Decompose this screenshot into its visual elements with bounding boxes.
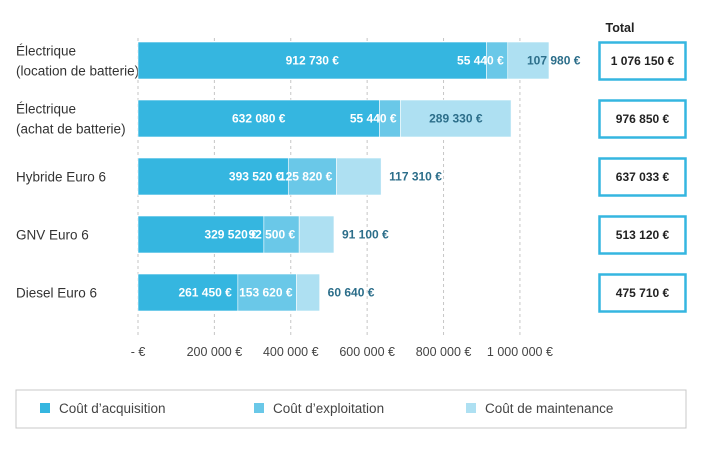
- bar-segment: [298, 215, 335, 254]
- bar-segment: [400, 99, 512, 138]
- data-label: 92 500 €: [248, 228, 295, 242]
- bar-segment: [237, 273, 297, 312]
- legend-box: [15, 389, 687, 429]
- total-value: 513 120 €: [616, 228, 670, 242]
- x-tick-label: 800 000 €: [416, 345, 472, 359]
- data-label: 289 330 €: [429, 112, 483, 126]
- category-label: Électrique: [16, 44, 76, 59]
- totals-column: Total 1 076 150 € 976 850 € 637 033 € 513 1…: [598, 21, 687, 313]
- bar-segment: [137, 157, 289, 196]
- total-box: [598, 99, 687, 139]
- bars: [137, 41, 550, 312]
- bar-segment: [263, 215, 300, 254]
- total-box: [598, 215, 687, 255]
- data-label: 117 310 €: [389, 170, 442, 184]
- x-tick-label: - €: [131, 345, 146, 359]
- total-value: 976 850 €: [616, 112, 670, 126]
- category-label: Hybride Euro 6: [16, 170, 106, 185]
- x-tick-label: 400 000 €: [263, 345, 319, 359]
- legend-label: Coût d’exploitation: [273, 401, 384, 416]
- legend-swatch: [466, 403, 476, 413]
- category-label: (location de batterie): [16, 64, 139, 79]
- bar-segment: [137, 215, 265, 254]
- category-label: Électrique: [16, 102, 76, 117]
- data-label: 107 980 €: [527, 54, 581, 68]
- bar-segment: [137, 273, 239, 312]
- data-label: 55 440 €: [457, 54, 504, 68]
- legend: Coût d’acquisition Coût d’exploitation Coû…: [15, 389, 687, 429]
- data-label: 91 100 €: [342, 228, 389, 242]
- bar-segment: [336, 157, 382, 196]
- category-label: Diesel Euro 6: [16, 286, 97, 301]
- legend-label: Coût d’acquisition: [59, 401, 166, 416]
- data-label: 329 520 €: [204, 228, 258, 242]
- category-label: GNV Euro 6: [16, 228, 89, 243]
- x-tick-label: 600 000 €: [339, 345, 395, 359]
- category-label: (achat de batterie): [16, 122, 126, 137]
- legend-swatch: [40, 403, 50, 413]
- total-box: [598, 273, 687, 313]
- bar-segment: [296, 273, 320, 312]
- legend-swatch: [254, 403, 264, 413]
- data-label: 125 820 €: [279, 170, 333, 184]
- x-tick-label: 200 000 €: [187, 345, 243, 359]
- data-label: 632 080 €: [232, 112, 286, 126]
- category-labels: Électrique (location de batterie) Électriq…: [16, 44, 139, 301]
- total-value: 1 076 150 €: [611, 54, 675, 68]
- bar-segment: [137, 41, 487, 80]
- total-value: 637 033 €: [616, 170, 670, 184]
- data-label: 912 730 €: [286, 54, 340, 68]
- x-axis-ticks: - € 200 000 € 400 000 € 600 000 € 800 000 € 1…: [131, 345, 553, 359]
- data-label: 153 620 €: [239, 286, 293, 300]
- bar-segment: [137, 99, 380, 138]
- value-labels: 912 730 € 55 440 € 107 980 € 632 080 € 55 44…: [178, 54, 580, 300]
- bar-segment: [287, 157, 337, 196]
- total-value: 475 710 €: [616, 286, 670, 300]
- totals-header: Total: [606, 21, 635, 35]
- bar-segment: [507, 41, 550, 80]
- x-tick-label: 1 000 000 €: [487, 345, 553, 359]
- total-box: [598, 157, 687, 197]
- data-label: 261 450 €: [178, 286, 232, 300]
- legend-label: Coût de maintenance: [485, 401, 613, 416]
- total-box: [598, 41, 687, 81]
- data-label: 60 640 €: [328, 286, 375, 300]
- data-label: 393 520 €: [229, 170, 283, 184]
- data-label: 55 440 €: [350, 112, 397, 126]
